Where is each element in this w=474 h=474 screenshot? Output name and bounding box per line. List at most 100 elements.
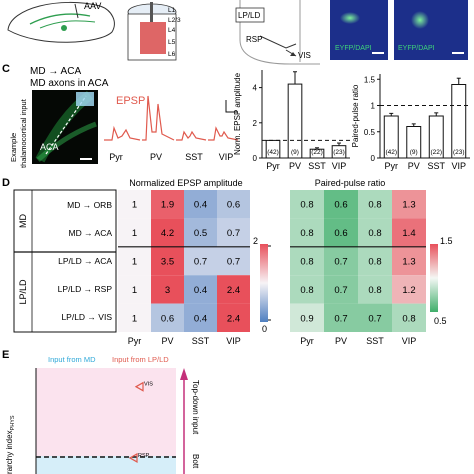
heatmap-col-label: PV bbox=[161, 336, 173, 346]
heatmap-value: 1 bbox=[132, 313, 137, 324]
heatmap-cell bbox=[184, 218, 217, 247]
bar-n-label: (9) bbox=[410, 149, 418, 156]
legend-md: Input from MD bbox=[48, 355, 96, 364]
vis-label: VIS bbox=[298, 51, 311, 60]
group-label-lpld: LP/LD bbox=[18, 279, 28, 305]
row-label: LP/LD → VIS bbox=[61, 312, 112, 322]
heatmap-cell bbox=[151, 190, 184, 219]
heatmap-cell bbox=[118, 275, 151, 304]
heatmap-value: 1 bbox=[132, 285, 137, 296]
heatmap-cell bbox=[358, 275, 392, 304]
heatmap-value: 1.9 bbox=[161, 200, 174, 211]
row-header bbox=[13, 189, 117, 333]
heatmap-cell bbox=[358, 303, 392, 332]
heatmap-cell bbox=[324, 275, 358, 304]
heatmap-cell bbox=[392, 275, 426, 304]
micrograph-2 bbox=[394, 0, 468, 60]
aca-label: ACA bbox=[40, 142, 59, 152]
heatmap-cell bbox=[151, 218, 184, 247]
heatmap-cell bbox=[184, 275, 217, 304]
rsp-label: RSP bbox=[246, 35, 262, 44]
heatmap-cell bbox=[324, 246, 358, 276]
panel-d-letter: D bbox=[2, 177, 10, 189]
y-tick-label: 0.5 bbox=[364, 128, 376, 137]
bar-n-label: (9) bbox=[291, 149, 299, 156]
heatmap-value: 0.8 bbox=[368, 200, 381, 211]
heatmap-value: 0.7 bbox=[227, 257, 240, 268]
heatmap-epsp: 1 1.9 0.4 0.6 1 4.2 0.5 0.7 1 3.5 0.7 0.7 1 3 0.4 2.4 1 0… bbox=[118, 190, 250, 346]
heatmap-col-label: PV bbox=[335, 336, 347, 346]
heatmap-value: 1.3 bbox=[402, 200, 415, 211]
heatmap-value: 0.8 bbox=[368, 257, 381, 268]
heatmap-value: 2.4 bbox=[227, 285, 240, 296]
heatmap-value: 0.7 bbox=[194, 257, 207, 268]
row-label: LP/LD → RSP bbox=[58, 284, 113, 294]
heatmap-value: 1 bbox=[132, 257, 137, 268]
row-label: MD → ACA bbox=[69, 228, 113, 238]
hierarchy-points: VIS RSP bbox=[128, 381, 153, 463]
group-label-md: MD bbox=[18, 214, 28, 228]
heatmap-cell bbox=[290, 218, 324, 247]
heatmap-value: 0.7 bbox=[334, 285, 347, 296]
category-label: PV bbox=[408, 161, 420, 171]
lpld-schematic bbox=[235, 0, 320, 65]
top-row: AAV L1 L2/3 L4 L5 L6 LP/LD RSP VIS bbox=[7, 0, 468, 65]
legend-lpld: Input from LP/LD bbox=[112, 355, 169, 364]
heatmap-cell bbox=[392, 303, 426, 332]
trace-label: VIP bbox=[219, 152, 234, 162]
hierarchy-point-label: VIS bbox=[144, 382, 153, 388]
heatmap-cell bbox=[358, 190, 392, 219]
heatmap-value: 1.3 bbox=[402, 257, 415, 268]
panel-c-title-2: MD axons in ACA bbox=[30, 78, 109, 89]
category-label: PV bbox=[289, 161, 301, 171]
heatmap-col-label: VIP bbox=[402, 336, 417, 346]
heatmap-value: 1.2 bbox=[402, 285, 415, 296]
panel-c-title-1: MD → ACA bbox=[30, 66, 81, 77]
panel-c-letter: C bbox=[2, 63, 10, 75]
bar-n-label: (42) bbox=[385, 149, 397, 156]
heatmap-value: 0.7 bbox=[227, 228, 240, 239]
layer-label: L1 bbox=[168, 7, 176, 14]
side-label-2: thalamocortical input bbox=[19, 98, 28, 168]
heatmap-cell bbox=[118, 303, 151, 332]
heatmap-value: 1.4 bbox=[402, 228, 415, 239]
heatmap-cell bbox=[290, 190, 324, 219]
heatmap-cell bbox=[118, 246, 151, 276]
heatmap-cell bbox=[118, 190, 151, 219]
hierarchy-plot: VIS RSP bbox=[35, 368, 176, 474]
heatmap-value: 0.8 bbox=[300, 228, 313, 239]
heatmap-col-label: Pyr bbox=[128, 336, 142, 346]
heatmap-cell bbox=[217, 275, 250, 304]
hierarchy-point-label: RSP bbox=[138, 453, 150, 459]
bar-n-label: (42) bbox=[267, 149, 279, 156]
aav-label: AAV bbox=[84, 1, 101, 11]
colorbar-ppr-max: 1.5 bbox=[440, 236, 453, 246]
heatmap-value: 0.6 bbox=[161, 313, 174, 324]
heatmap-cell bbox=[217, 246, 250, 276]
heatmap-value: 0.4 bbox=[194, 200, 207, 211]
heatmap-cell bbox=[217, 190, 250, 219]
heatmap-cell bbox=[392, 218, 426, 247]
heatmap-value: 0.6 bbox=[334, 228, 347, 239]
hierarchy-point bbox=[134, 381, 144, 392]
topdown-arrow bbox=[180, 368, 188, 474]
heatmap-value: 0.4 bbox=[194, 285, 207, 296]
heatmap-cell bbox=[392, 190, 426, 219]
category-label: Pyr bbox=[385, 161, 399, 171]
colorbar-epsp bbox=[260, 244, 271, 322]
heatmap-cell bbox=[324, 303, 358, 332]
heatmap-cell bbox=[358, 246, 392, 276]
heatmap-cell bbox=[358, 218, 392, 247]
y-axis-label: Norm. EPSP amplitude bbox=[233, 72, 242, 155]
category-label: SST bbox=[308, 161, 326, 171]
heatmap-ppr: 0.8 0.6 0.8 1.3 0.8 0.6 0.8 1.4 0.8 0.7 0.8 1.3 0.8 0… bbox=[290, 190, 426, 346]
heatmap-value: 0.8 bbox=[300, 257, 313, 268]
heatmap-value: 0.8 bbox=[368, 228, 381, 239]
heatmap-value: 0.7 bbox=[334, 257, 347, 268]
topdown-label: Top-down input bbox=[191, 380, 200, 435]
trace-label: PV bbox=[150, 152, 162, 162]
bar bbox=[287, 83, 303, 159]
heatmap-cell bbox=[184, 303, 217, 332]
category-label: VIP bbox=[451, 161, 466, 171]
y-tick-label: 1.5 bbox=[364, 75, 376, 84]
